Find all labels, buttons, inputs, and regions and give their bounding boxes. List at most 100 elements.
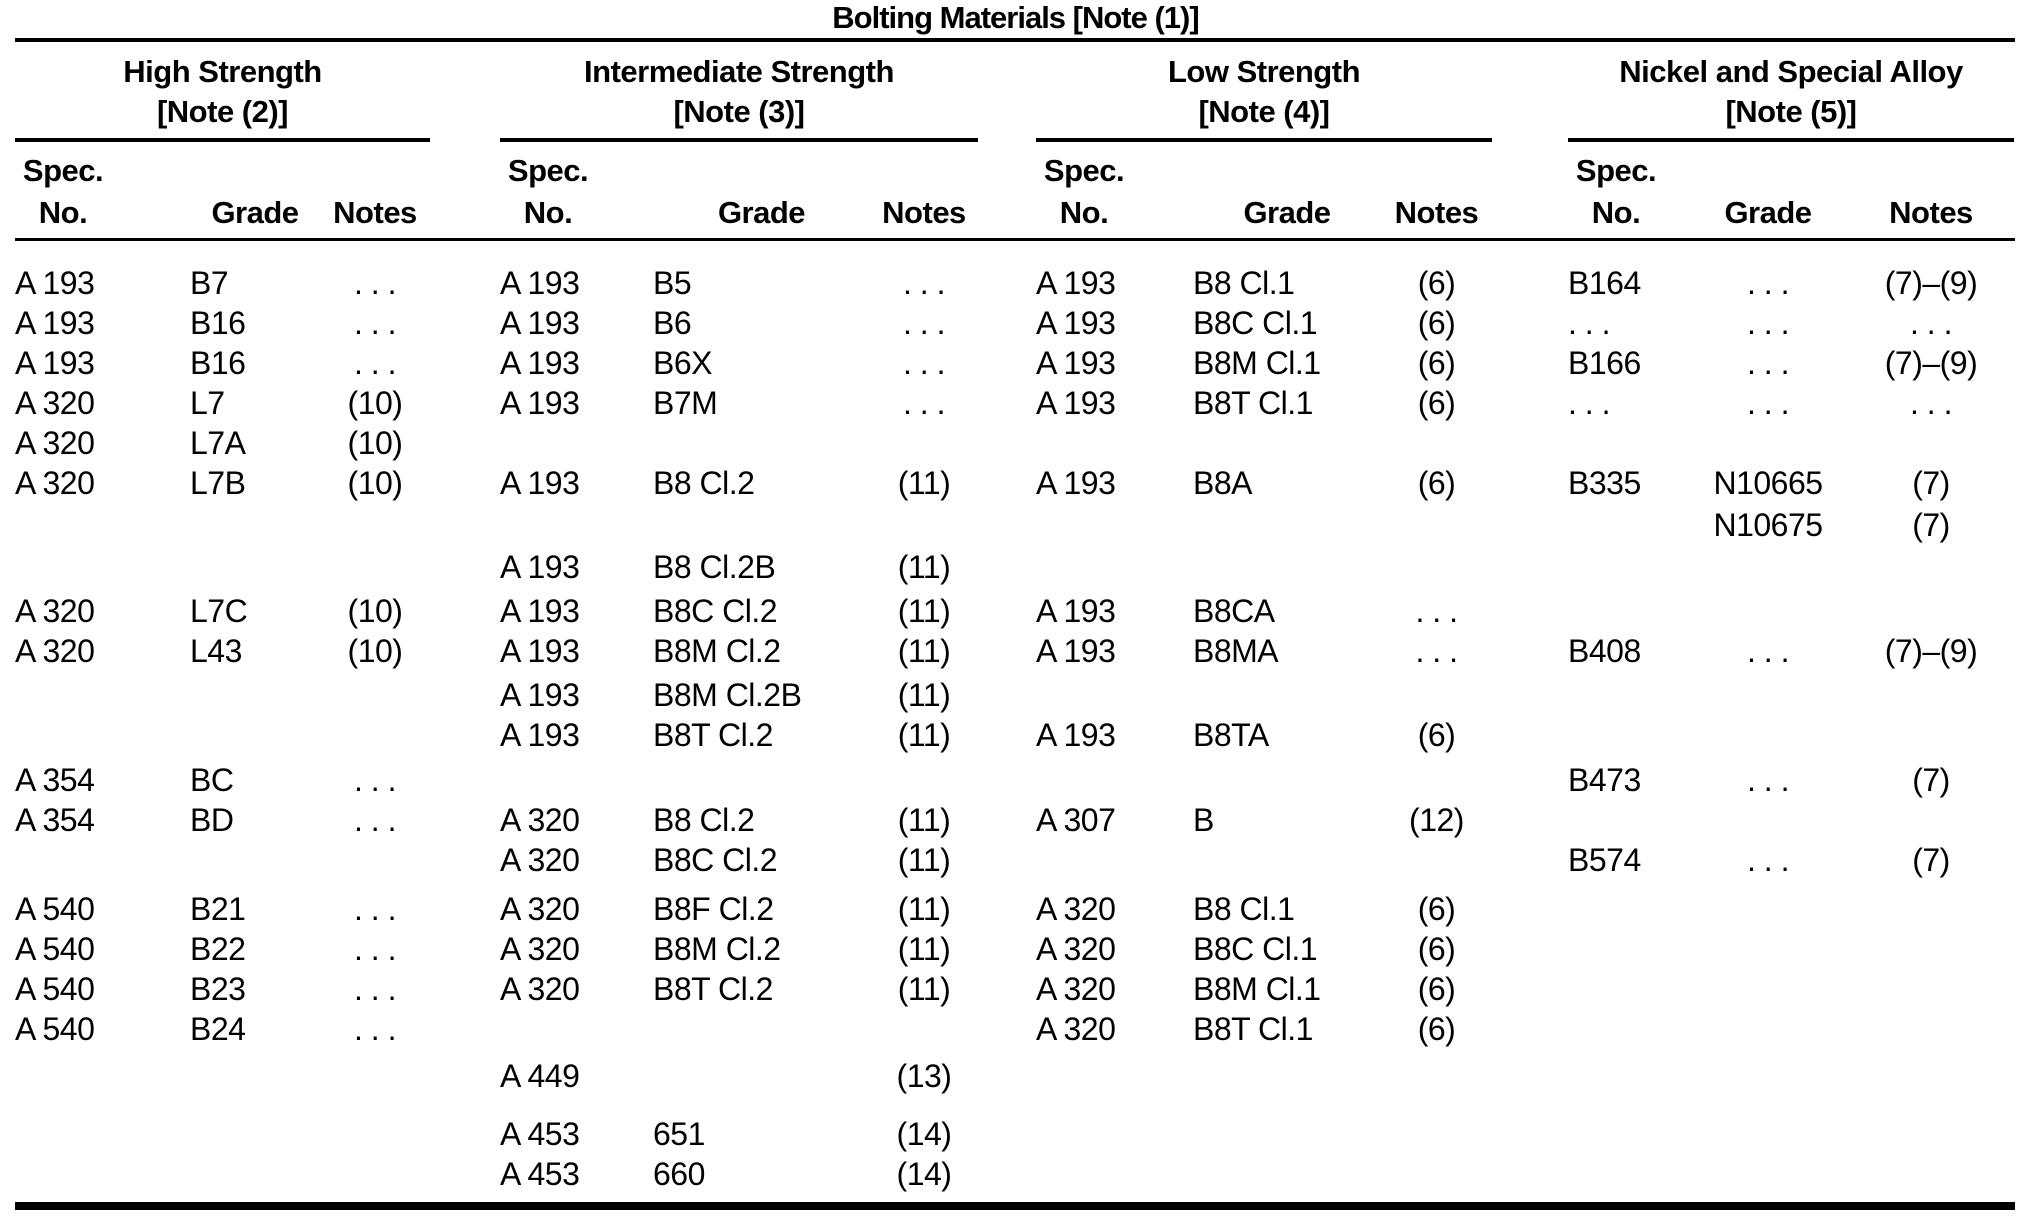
group-cells: A 320 B8M Cl.1 (6) xyxy=(1036,969,1492,1009)
cell-grade: B8MA xyxy=(1193,633,1279,669)
table-row: A 320 L7A (10) xyxy=(15,423,2014,463)
no-header-line: No. xyxy=(523,195,573,230)
group-cells xyxy=(15,547,430,587)
cell-notes: . . . xyxy=(354,265,396,301)
group-cells: A 540 B21 . . . xyxy=(15,889,430,929)
cell-notes xyxy=(1848,547,2014,587)
column-gap xyxy=(1492,889,1568,929)
group-cells: A 540 B24 . . . xyxy=(15,1009,430,1049)
notes-header: Notes xyxy=(882,195,966,230)
group-cells: A 320 L7A (10) xyxy=(15,423,430,463)
cell-notes: (10) xyxy=(347,593,403,629)
cell-grade: B8C Cl.2 xyxy=(653,593,778,629)
column-gap xyxy=(1492,52,1568,234)
cell-spec xyxy=(1036,423,1193,463)
cell-spec: A 453 xyxy=(500,1156,580,1192)
cell-grade xyxy=(1193,547,1381,587)
column-gap xyxy=(978,343,1036,383)
cell-notes: (11) xyxy=(897,931,951,967)
cell-grade: B8 Cl.1 xyxy=(1193,265,1295,301)
cell-notes xyxy=(1381,423,1492,463)
group-cells xyxy=(1036,1114,1492,1154)
cell-grade xyxy=(1688,715,1848,755)
group-title: Low Strength xyxy=(1167,54,1361,89)
column-gap xyxy=(1492,1114,1568,1154)
cell-notes xyxy=(320,505,430,545)
cell-spec: A 193 xyxy=(1036,345,1116,381)
cell-spec: . . . xyxy=(1568,305,1610,341)
column-gap xyxy=(1492,343,1568,383)
notes-header: Notes xyxy=(333,195,417,230)
cell-spec xyxy=(500,505,653,545)
group-note: [Note (5)] xyxy=(1725,94,1857,129)
group-cells: A 320 B8 Cl.1 (6) xyxy=(1036,889,1492,929)
cell-grade: L7A xyxy=(190,425,246,461)
cell-grade xyxy=(190,715,320,755)
cell-spec: A 320 xyxy=(500,891,580,927)
cell-grade xyxy=(1193,840,1381,880)
cell-notes xyxy=(1381,760,1492,800)
table-row: N10675 (7) xyxy=(15,505,2014,545)
cell-spec xyxy=(15,505,190,545)
group-cells: B408 . . . (7)–(9) xyxy=(1568,631,2014,671)
cell-notes xyxy=(320,675,430,715)
cell-spec xyxy=(1568,547,1688,587)
column-gap xyxy=(978,760,1036,800)
cell-notes xyxy=(320,840,430,880)
header-rule xyxy=(15,238,2015,241)
cell-notes xyxy=(1381,505,1492,545)
cell-grade xyxy=(1688,1114,1848,1154)
group-cells: A 193 B6 . . . xyxy=(500,303,978,343)
cell-grade: B21 xyxy=(190,891,246,927)
cell-grade xyxy=(653,505,870,545)
cell-notes xyxy=(320,547,430,587)
cell-spec xyxy=(500,760,653,800)
cell-grade xyxy=(190,1114,320,1154)
cell-spec: A 320 xyxy=(15,465,95,501)
cell-notes xyxy=(1848,591,2014,631)
group-headers: High Strength [Note (2)] Spec. No. Grade… xyxy=(15,52,2014,234)
cell-notes: (7) xyxy=(1912,465,1950,501)
cell-spec xyxy=(15,1056,190,1096)
cell-spec: A 307 xyxy=(1036,802,1116,838)
cell-grade: B8F Cl.2 xyxy=(653,891,774,927)
cell-notes xyxy=(1381,840,1492,880)
cell-grade: B8C Cl.2 xyxy=(653,842,778,878)
group-cells: A 193 B16 . . . xyxy=(15,343,430,383)
spec-no-header-text: Spec. No. xyxy=(1036,150,1132,234)
cell-spec: B473 xyxy=(1568,762,1641,798)
table-row: A 320 L7B (10) A 193 B8 Cl.2 (11) A 193 B8A (6) B… xyxy=(15,463,2014,503)
cell-spec: A 193 xyxy=(1036,305,1116,341)
cell-notes: (7)–(9) xyxy=(1884,345,1978,381)
cell-notes xyxy=(870,760,978,800)
cell-spec xyxy=(15,715,190,755)
cell-grade: B16 xyxy=(190,305,246,341)
column-gap xyxy=(978,675,1036,715)
column-gap xyxy=(1492,800,1568,840)
spec-no-header: Spec. No. xyxy=(1036,150,1193,234)
group-cells xyxy=(15,505,430,545)
table-row: A 320 L7C (10) A 193 B8C Cl.2 (11) A 193 B8CA . … xyxy=(15,591,2014,631)
cell-grade: B8M Cl.2 xyxy=(653,633,781,669)
group-cells: A 320 L43 (10) xyxy=(15,631,430,671)
spec-header-line: Spec. xyxy=(1043,153,1125,188)
column-gap xyxy=(430,760,500,800)
column-gap xyxy=(430,715,500,755)
cell-spec xyxy=(1568,1056,1688,1096)
cell-spec: A 193 xyxy=(15,345,95,381)
cell-grade xyxy=(653,423,870,463)
cell-notes: (6) xyxy=(1417,1011,1456,1047)
cell-notes: . . . xyxy=(354,762,396,798)
cell-grade xyxy=(1688,423,1848,463)
group-cells xyxy=(500,423,978,463)
spec-no-header-text: Spec. No. xyxy=(15,150,111,234)
cell-spec: A 449 xyxy=(500,1058,580,1094)
cell-notes xyxy=(1848,969,2014,1009)
group-cells xyxy=(500,1009,978,1049)
cell-notes: (11) xyxy=(897,802,951,838)
column-gap xyxy=(1492,840,1568,880)
cell-spec: A 540 xyxy=(15,891,95,927)
column-gap xyxy=(1492,1009,1568,1049)
group-cells: B574 . . . (7) xyxy=(1568,840,2014,880)
group-cells xyxy=(1568,969,2014,1009)
